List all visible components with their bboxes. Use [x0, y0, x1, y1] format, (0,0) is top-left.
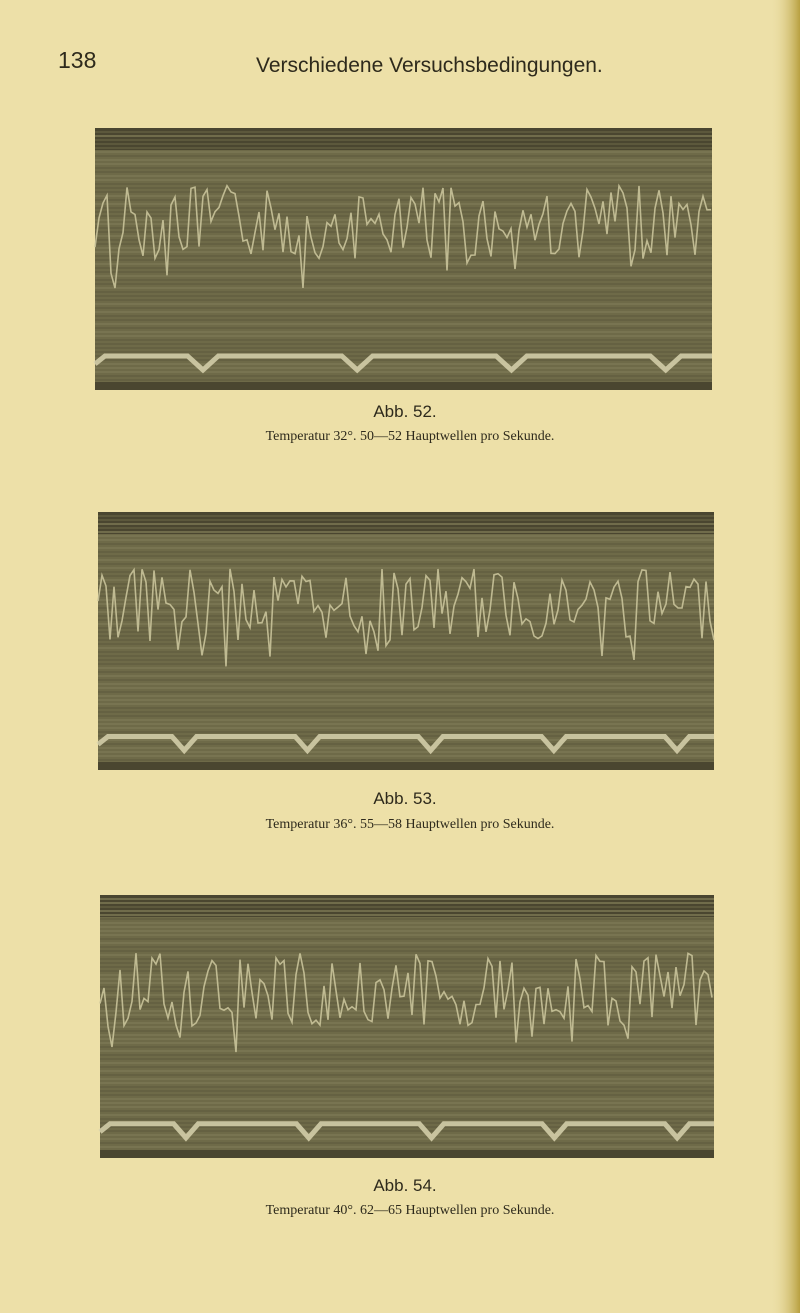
wave-trace	[99, 952, 713, 1053]
oscillogram	[98, 895, 714, 1158]
oscillogram	[96, 512, 715, 770]
figure-label: Abb. 54.	[373, 1176, 436, 1195]
figure-label: Abb. 53.	[373, 789, 436, 808]
page-edge	[770, 0, 800, 1313]
figure-caption: Temperatur 40°. 62—65 Hauptwellen pro Se…	[266, 1203, 555, 1218]
wave-trace	[97, 567, 715, 667]
figure-caption: Temperatur 36°. 55—58 Hauptwellen pro Se…	[266, 817, 555, 832]
oscillogram-bottom-band	[100, 1150, 714, 1158]
oscillogram	[93, 128, 712, 390]
figure-caption: Temperatur 32°. 50—52 Hauptwellen pro Se…	[266, 429, 555, 444]
figure-label: Abb. 52.	[373, 402, 436, 421]
figures	[93, 128, 715, 1158]
running-title: Verschiedene Versuchsbedingungen.	[256, 54, 603, 77]
page-number: 138	[58, 47, 96, 73]
oscillogram-bottom-band	[95, 382, 712, 390]
oscillogram-bottom-band	[98, 762, 714, 770]
time-trace	[98, 1121, 714, 1142]
wave-trace	[94, 183, 712, 289]
time-trace	[96, 733, 714, 755]
time-trace	[93, 353, 712, 374]
